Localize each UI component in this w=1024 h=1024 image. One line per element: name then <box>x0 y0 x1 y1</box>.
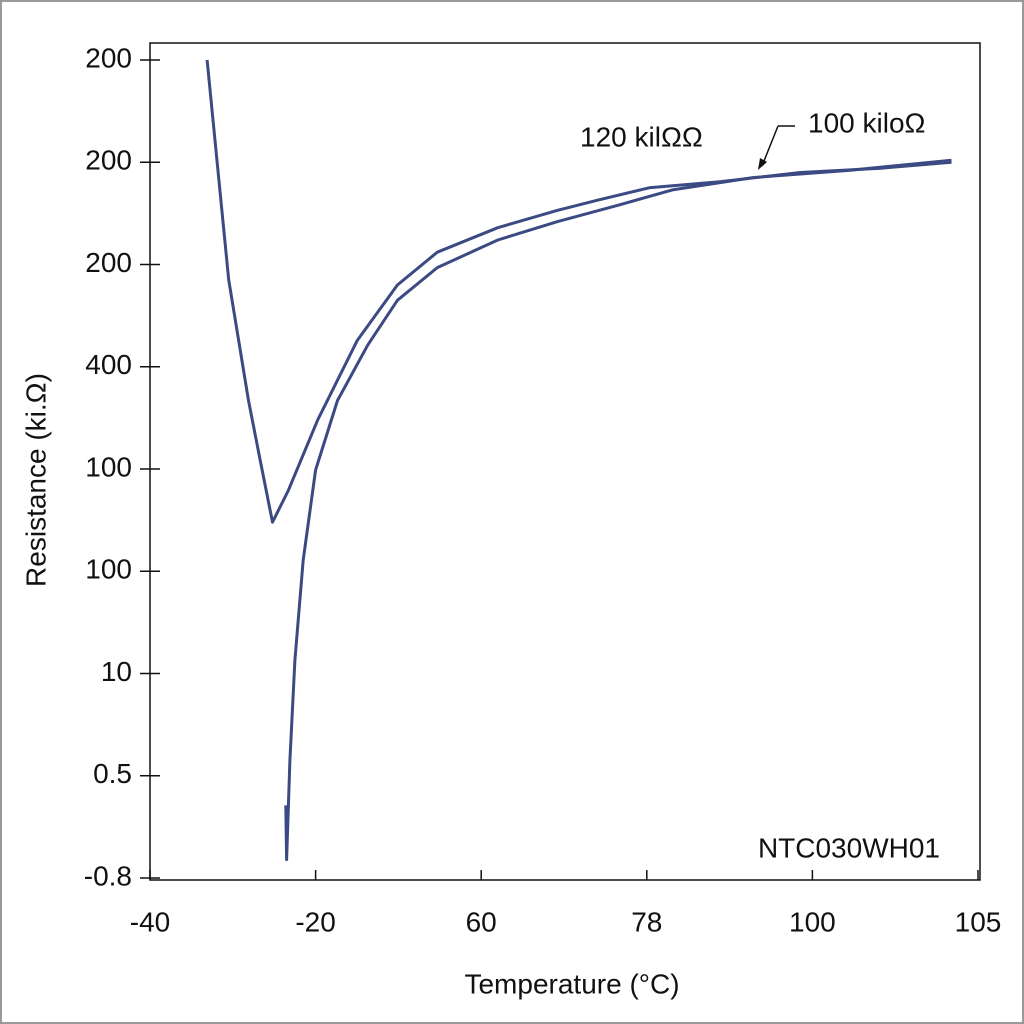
y-tick-label: 400 <box>85 349 132 380</box>
x-tick-label: 100 <box>789 906 836 937</box>
x-tick-label: -40 <box>130 906 170 937</box>
annotation: NTC030WH01 <box>758 832 940 863</box>
y-tick-label: 200 <box>85 42 132 73</box>
x-axis-label: Temperature (°C) <box>464 968 679 999</box>
annotation-arrow <box>761 125 779 167</box>
y-tick-label: -0.8 <box>84 860 132 891</box>
x-tick-label: 105 <box>955 906 1002 937</box>
plot-frame <box>149 42 981 881</box>
annotation: 120 kilΩΩ <box>580 121 703 152</box>
y-tick-label: 10 <box>101 656 132 687</box>
x-tick-label: -20 <box>295 906 335 937</box>
data-line <box>284 158 952 862</box>
y-tick-label: 100 <box>85 451 132 482</box>
y-tick-label: 100 <box>85 554 132 585</box>
arrow-head <box>758 158 767 170</box>
y-tick-label: 200 <box>85 145 132 176</box>
annotation: 100 kiloΩ <box>808 107 925 138</box>
y-tick-label: 200 <box>85 247 132 278</box>
x-tick-label: 78 <box>631 906 662 937</box>
y-axis-label: Resistance (ki.Ω) <box>20 373 51 587</box>
x-tick-label: 60 <box>466 906 497 937</box>
y-tick-label: 0.5 <box>93 758 132 789</box>
